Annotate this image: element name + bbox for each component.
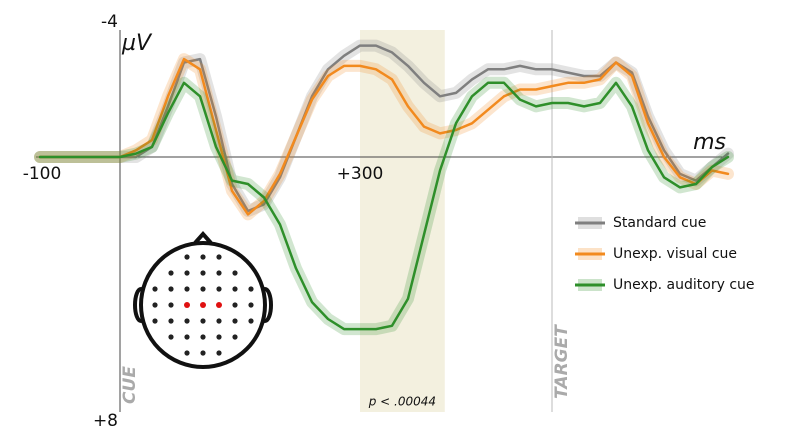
electrode bbox=[232, 286, 238, 292]
electrode bbox=[184, 254, 190, 260]
electrode bbox=[168, 286, 174, 292]
electrode bbox=[232, 302, 238, 308]
electrode bbox=[232, 270, 238, 276]
electrode bbox=[200, 254, 206, 260]
y-tick-label: -4 bbox=[101, 12, 118, 32]
electrode bbox=[184, 318, 190, 324]
electrode bbox=[248, 286, 254, 292]
electrode bbox=[216, 350, 222, 356]
electrode-highlight bbox=[216, 302, 222, 308]
electrode bbox=[216, 318, 222, 324]
legend-label: Standard cue bbox=[613, 215, 706, 231]
electrode bbox=[152, 318, 158, 324]
significance-label: p < .00044 bbox=[368, 395, 436, 409]
electrode bbox=[184, 270, 190, 276]
significance-region bbox=[360, 30, 445, 412]
x-axis-label: ms bbox=[693, 130, 726, 155]
legend-label: Unexp. visual cue bbox=[613, 246, 737, 262]
electrode bbox=[248, 318, 254, 324]
electrode bbox=[232, 318, 238, 324]
x-tick-label: -100 bbox=[23, 164, 62, 184]
electrode-highlight bbox=[200, 302, 206, 308]
electrode bbox=[216, 286, 222, 292]
marker-label: CUE bbox=[120, 366, 140, 404]
marker-label: TARGET bbox=[552, 324, 572, 399]
electrode bbox=[168, 334, 174, 340]
electrode-highlight bbox=[184, 302, 190, 308]
series-line bbox=[38, 57, 730, 216]
electrode bbox=[200, 318, 206, 324]
y-axis-label: µV bbox=[121, 31, 153, 56]
electrode bbox=[168, 302, 174, 308]
electrode bbox=[200, 334, 206, 340]
electrode bbox=[152, 302, 158, 308]
electrode bbox=[232, 334, 238, 340]
electrode bbox=[168, 318, 174, 324]
electrode bbox=[168, 270, 174, 276]
series-line bbox=[38, 81, 730, 331]
head-diagram bbox=[133, 230, 273, 369]
electrode bbox=[216, 334, 222, 340]
nose bbox=[193, 230, 213, 245]
electrode bbox=[184, 286, 190, 292]
electrode bbox=[200, 350, 206, 356]
x-tick-label: +300 bbox=[337, 164, 384, 184]
electrode bbox=[200, 286, 206, 292]
electrode bbox=[200, 270, 206, 276]
legend-label: Unexp. auditory cue bbox=[613, 277, 755, 293]
electrode bbox=[152, 286, 158, 292]
electrode bbox=[184, 350, 190, 356]
electrode bbox=[248, 302, 254, 308]
electrode bbox=[216, 254, 222, 260]
electrode bbox=[184, 334, 190, 340]
electrode bbox=[216, 270, 222, 276]
y-tick-label: +8 bbox=[93, 411, 118, 431]
